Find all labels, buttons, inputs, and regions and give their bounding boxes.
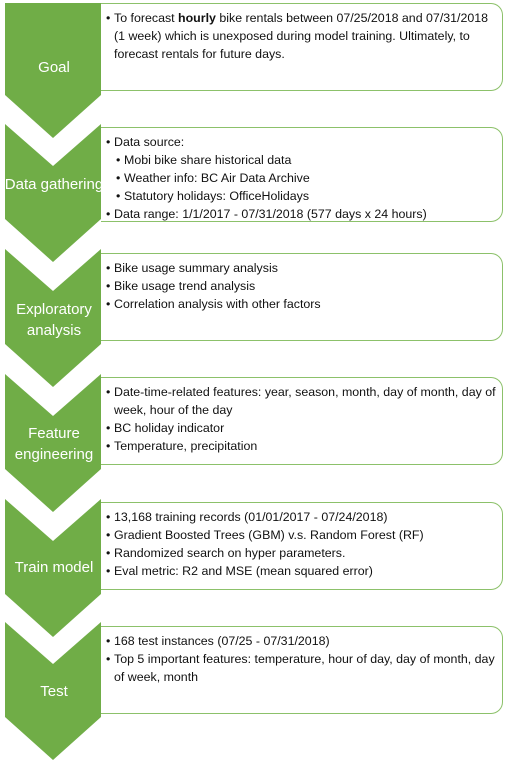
bullet-list: 168 test instances (07/25 - 07/31/2018) T…	[106, 632, 498, 686]
bullet-text: 168 test instances (07/25 - 07/31/2018)	[114, 634, 330, 648]
bullet-text: Statutory holidays: OfficeHolidays	[124, 189, 310, 203]
bullet-item: Correlation analysis with other factors	[106, 295, 498, 313]
bullet-item: Randomized search on hyper parameters.	[106, 544, 498, 562]
bullet-text: Mobi bike share historical data	[124, 153, 292, 167]
bullet-list: Date-time-related features: year, season…	[106, 383, 498, 455]
bullet-list: 13,168 training records (01/01/2017 - 07…	[106, 508, 498, 580]
bullet-item: Mobi bike share historical data	[116, 151, 498, 169]
bullet-item: To forecast hourly bike rentals between …	[106, 9, 498, 63]
bullet-text: Weather info: BC Air Data Archive	[124, 171, 310, 185]
stage-chevron	[5, 3, 101, 138]
bullet-text: Eval metric: R2 and MSE (mean squared er…	[114, 564, 373, 578]
stage-chevron	[5, 249, 101, 387]
stage-chevron	[5, 374, 101, 512]
bullet-item: Weather info: BC Air Data Archive	[116, 169, 498, 187]
bullet-text: Randomized search on hyper parameters.	[114, 546, 346, 560]
stage-chevron	[5, 124, 101, 262]
stage-chevron	[5, 499, 101, 637]
bullet-item: Temperature, precipitation	[106, 437, 498, 455]
bullet-item: BC holiday indicator	[106, 419, 498, 437]
bullet-text: 13,168 training records (01/01/2017 - 07…	[114, 510, 388, 524]
bullet-item: Data source:	[106, 133, 498, 151]
stage-detail-box: Date-time-related features: year, season…	[101, 377, 503, 465]
stage-label: Goal	[38, 59, 70, 76]
stage-label: Exploratory analysis	[16, 301, 92, 339]
bullet-item: Gradient Boosted Trees (GBM) v.s. Random…	[106, 526, 498, 544]
bullet-item: Statutory holidays: OfficeHolidays	[116, 187, 498, 205]
bullet-item: Bike usage summary analysis	[106, 259, 498, 277]
bullet-item: 168 test instances (07/25 - 07/31/2018)	[106, 632, 498, 650]
bullet-text: Bike usage trend analysis	[114, 279, 256, 293]
bullet-text: To forecast	[114, 11, 179, 25]
bullet-item: Data range: 1/1/2017 - 07/31/2018 (577 d…	[106, 205, 498, 223]
stage-detail-box: Data source: Mobi bike share historical d…	[101, 127, 503, 223]
stage-label: Feature engineering	[14, 425, 94, 463]
bullet-text: BC holiday indicator	[114, 421, 225, 435]
bullet-item: Top 5 important features: temperature, h…	[106, 650, 498, 686]
bullet-text: Date-time-related features: year, season…	[114, 385, 496, 417]
stage-label: Test	[40, 683, 68, 700]
stage-label: Data gathering	[4, 176, 104, 193]
stage-chevron	[5, 622, 101, 760]
bullet-text: bike rentals between 07/25/2018 and 07/3…	[114, 11, 489, 61]
bullet-text: Bike usage summary analysis	[114, 261, 278, 275]
bullet-list: Data source: Mobi bike share historical d…	[106, 133, 498, 223]
bullet-item: 13,168 training records (01/01/2017 - 07…	[106, 508, 498, 526]
bullet-item: Bike usage trend analysis	[106, 277, 498, 295]
stage-detail-box: To forecast hourly bike rentals between …	[101, 3, 503, 91]
bullet-text-bold: hourly	[178, 11, 216, 25]
bullet-item: Date-time-related features: year, season…	[106, 383, 498, 419]
stage-detail-box: 13,168 training records (01/01/2017 - 07…	[101, 502, 503, 590]
stage-detail-box: 168 test instances (07/25 - 07/31/2018) T…	[101, 626, 503, 714]
bullet-text: Temperature, precipitation	[114, 439, 258, 453]
bullet-text: Data source:	[114, 135, 185, 149]
bullet-text: Top 5 important features: temperature, h…	[114, 652, 495, 684]
bullet-item: Eval metric: R2 and MSE (mean squared er…	[106, 562, 498, 580]
stage-detail-box: Bike usage summary analysis Bike usage tr…	[101, 253, 503, 341]
stage-label: Train model	[14, 559, 94, 576]
bullet-list: To forecast hourly bike rentals between …	[106, 9, 498, 63]
bullet-text: Data range: 1/1/2017 - 07/31/2018 (577 d…	[114, 207, 427, 221]
bullet-text: Correlation analysis with other factors	[114, 297, 321, 311]
bullet-text: Gradient Boosted Trees (GBM) v.s. Random…	[114, 528, 424, 542]
bullet-list: Bike usage summary analysis Bike usage tr…	[106, 259, 498, 313]
